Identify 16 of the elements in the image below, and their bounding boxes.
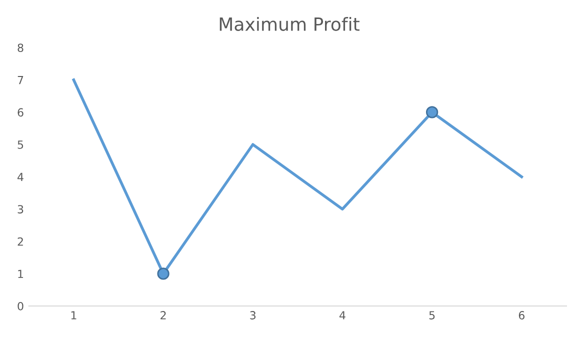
y-tick-label: 5 xyxy=(18,140,24,149)
x-tick-label: 1 xyxy=(71,311,76,320)
y-tick-label: 3 xyxy=(18,205,24,214)
y-tick-label: 6 xyxy=(18,108,24,117)
y-tick-label: 7 xyxy=(18,76,24,84)
x-tick-label: 6 xyxy=(518,311,524,320)
x-tick-label: 2 xyxy=(160,311,166,320)
y-tick-label: 0 xyxy=(18,302,24,310)
x-tick-label: 5 xyxy=(429,311,435,320)
y-tick-label: 1 xyxy=(18,270,24,278)
y-tick-label: 4 xyxy=(18,172,24,182)
x-tick-label: 3 xyxy=(250,311,256,320)
chart-title: Maximum Profit xyxy=(220,17,360,31)
y-tick-label: 2 xyxy=(18,237,23,246)
x-tick-label: 4 xyxy=(339,311,346,320)
y-tick-label: 8 xyxy=(18,44,24,52)
